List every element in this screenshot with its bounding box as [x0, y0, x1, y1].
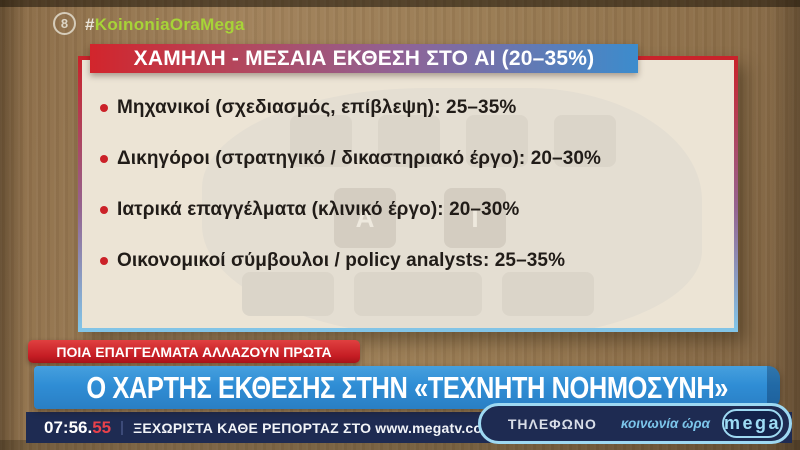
hashtag-label: KoinoniaOraMega	[94, 15, 245, 34]
clock-seconds: 55	[92, 417, 112, 437]
headline-text: Ο ΧΑΡΤΗΣ ΕΚΘΕΣΗΣ ΣΤΗΝ «ΤΕΧΝΗΤΗ ΝΟΗΜΟΣΥΝΗ…	[86, 369, 728, 405]
bullet-icon	[100, 257, 108, 265]
list-item-text: Δικηγόροι (στρατηγικό / δικαστηριακό έργ…	[117, 148, 602, 169]
list-item: Ιατρικά επαγγέλματα (κλινικό έργο): 20–3…	[100, 199, 519, 221]
mega-logo-text: mega	[723, 413, 781, 433]
list-item-text: Ιατρικά επαγγέλματα (κλινικό έργο): 20–3…	[117, 199, 520, 220]
headline-fold-edge	[767, 366, 780, 409]
headline-banner: Ο ΧΑΡΤΗΣ ΕΚΘΕΣΗΣ ΣΤΗΝ «ΤΕΧΝΗΤΗ ΝΟΗΜΟΣΥΝΗ…	[34, 366, 780, 409]
hash-symbol: #	[85, 15, 95, 34]
frame-edge-left	[0, 0, 26, 450]
ticker-message: ΞΕΧΩΡΙΣΤΑ ΚΑΘΕ ΡΕΠΟΡΤΑΖ ΣΤΟ www.megatv.c…	[133, 419, 495, 436]
channel-branding-pill: ΤΗΛΕΦΩΝΟ κοινωνία ώρα mega	[478, 403, 792, 444]
keyboard-key-icon	[502, 272, 594, 316]
bullet-icon	[100, 206, 108, 214]
panel-header-band: ΧΑΜΗΛΗ - ΜΕΣΑΙΑ ΕΚΘΕΣΗ ΣΤΟ AI (20–35%)	[90, 44, 638, 73]
mega-logo: mega	[721, 409, 783, 438]
kicker-text: ΠΟΙΑ ΕΠΑΓΓΕΛΜΑΤΑ ΑΛΛΑΖΟΥΝ ΠΡΩΤΑ	[56, 343, 332, 360]
hashtag: #KoinoniaOraMega	[85, 15, 245, 35]
show-name: κοινωνία ώρα	[620, 416, 710, 431]
bullet-icon	[100, 104, 108, 112]
phone-label: ΤΗΛΕΦΩΝΟ	[507, 415, 597, 432]
bullet-icon	[100, 155, 108, 163]
frame-edge-bottom	[0, 440, 800, 450]
ticker-separator	[121, 420, 124, 435]
clock: 07:56.55	[44, 418, 111, 438]
list-item: Δικηγόροι (στρατηγικό / δικαστηριακό έργ…	[100, 148, 601, 170]
clock-time: 07:56.	[44, 417, 93, 437]
list-item-text: Μηχανικοί (σχεδιασμός, επίβλεψη): 25–35%	[117, 97, 517, 118]
infographic-panel: A I Μηχανικοί (σχεδιασμός, επίβλεψη): 25…	[78, 56, 738, 332]
frame-edge-top	[0, 0, 800, 7]
channel-number: 8	[60, 16, 69, 31]
list-item: Οικονομικοί σύμβουλοι / policy analysts:…	[100, 250, 565, 272]
list-item-text: Οικονομικοί σύμβουλοι / policy analysts:…	[117, 250, 566, 271]
panel-header-title: ΧΑΜΗΛΗ - ΜΕΣΑΙΑ ΕΚΘΕΣΗ ΣΤΟ AI (20–35%)	[133, 46, 595, 70]
keyboard-key-icon	[242, 272, 334, 316]
keyboard-key-icon	[354, 272, 482, 316]
list-item: Μηχανικοί (σχεδιασμός, επίβλεψη): 25–35%	[100, 97, 516, 119]
channel-number-badge: 8	[53, 12, 76, 35]
infographic-panel-content: A I Μηχανικοί (σχεδιασμός, επίβλεψη): 25…	[82, 60, 734, 328]
kicker-banner: ΠΟΙΑ ΕΠΑΓΓΕΛΜΑΤΑ ΑΛΛΑΖΟΥΝ ΠΡΩΤΑ	[28, 340, 360, 363]
